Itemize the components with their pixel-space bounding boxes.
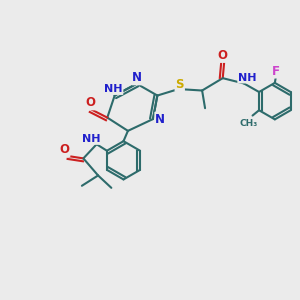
Text: N: N <box>132 71 142 84</box>
Text: NH: NH <box>104 84 122 94</box>
Text: O: O <box>218 49 228 62</box>
Text: S: S <box>176 78 184 91</box>
Text: O: O <box>59 143 70 156</box>
Text: F: F <box>272 64 280 78</box>
Text: NH: NH <box>238 73 257 82</box>
Text: N: N <box>155 112 165 126</box>
Text: NH: NH <box>82 134 100 144</box>
Text: CH₃: CH₃ <box>239 119 257 128</box>
Text: O: O <box>85 96 95 110</box>
